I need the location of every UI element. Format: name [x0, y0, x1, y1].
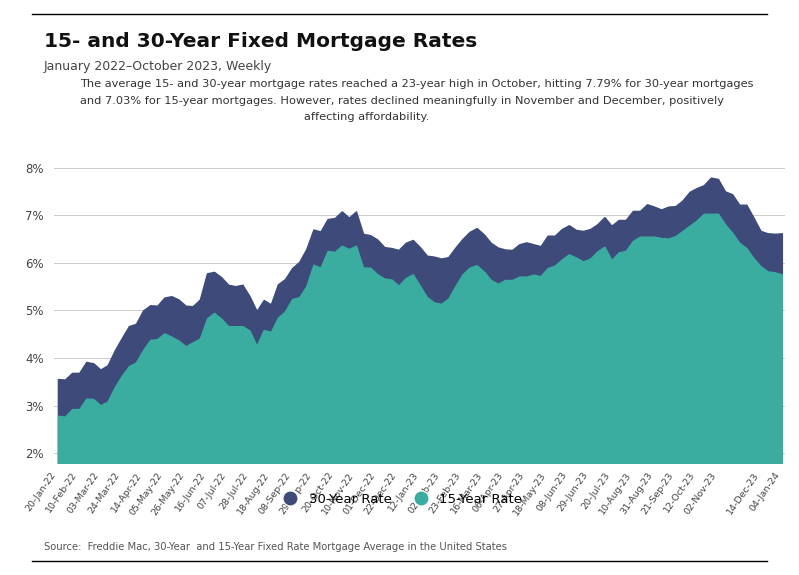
Text: affecting affordability.: affecting affordability.	[304, 112, 429, 122]
Text: 15- and 30-Year Fixed Mortgage Rates: 15- and 30-Year Fixed Mortgage Rates	[44, 32, 477, 51]
Text: January 2022–October 2023, Weekly: January 2022–October 2023, Weekly	[44, 60, 272, 74]
Text: and 7.03% for 15-year mortgages. However, rates declined meaningfully in Novembe: and 7.03% for 15-year mortgages. However…	[80, 96, 724, 106]
Text: Source:  Freddie Mac, 30-Year  and 15-Year Fixed Rate Mortgage Average in the Un: Source: Freddie Mac, 30-Year and 15-Year…	[44, 542, 507, 552]
Legend: 30-Year Rate, 15-Year Rate: 30-Year Rate, 15-Year Rate	[272, 488, 527, 511]
Text: The average 15- and 30-year mortgage rates reached a 23-year high in October, hi: The average 15- and 30-year mortgage rat…	[80, 79, 753, 89]
